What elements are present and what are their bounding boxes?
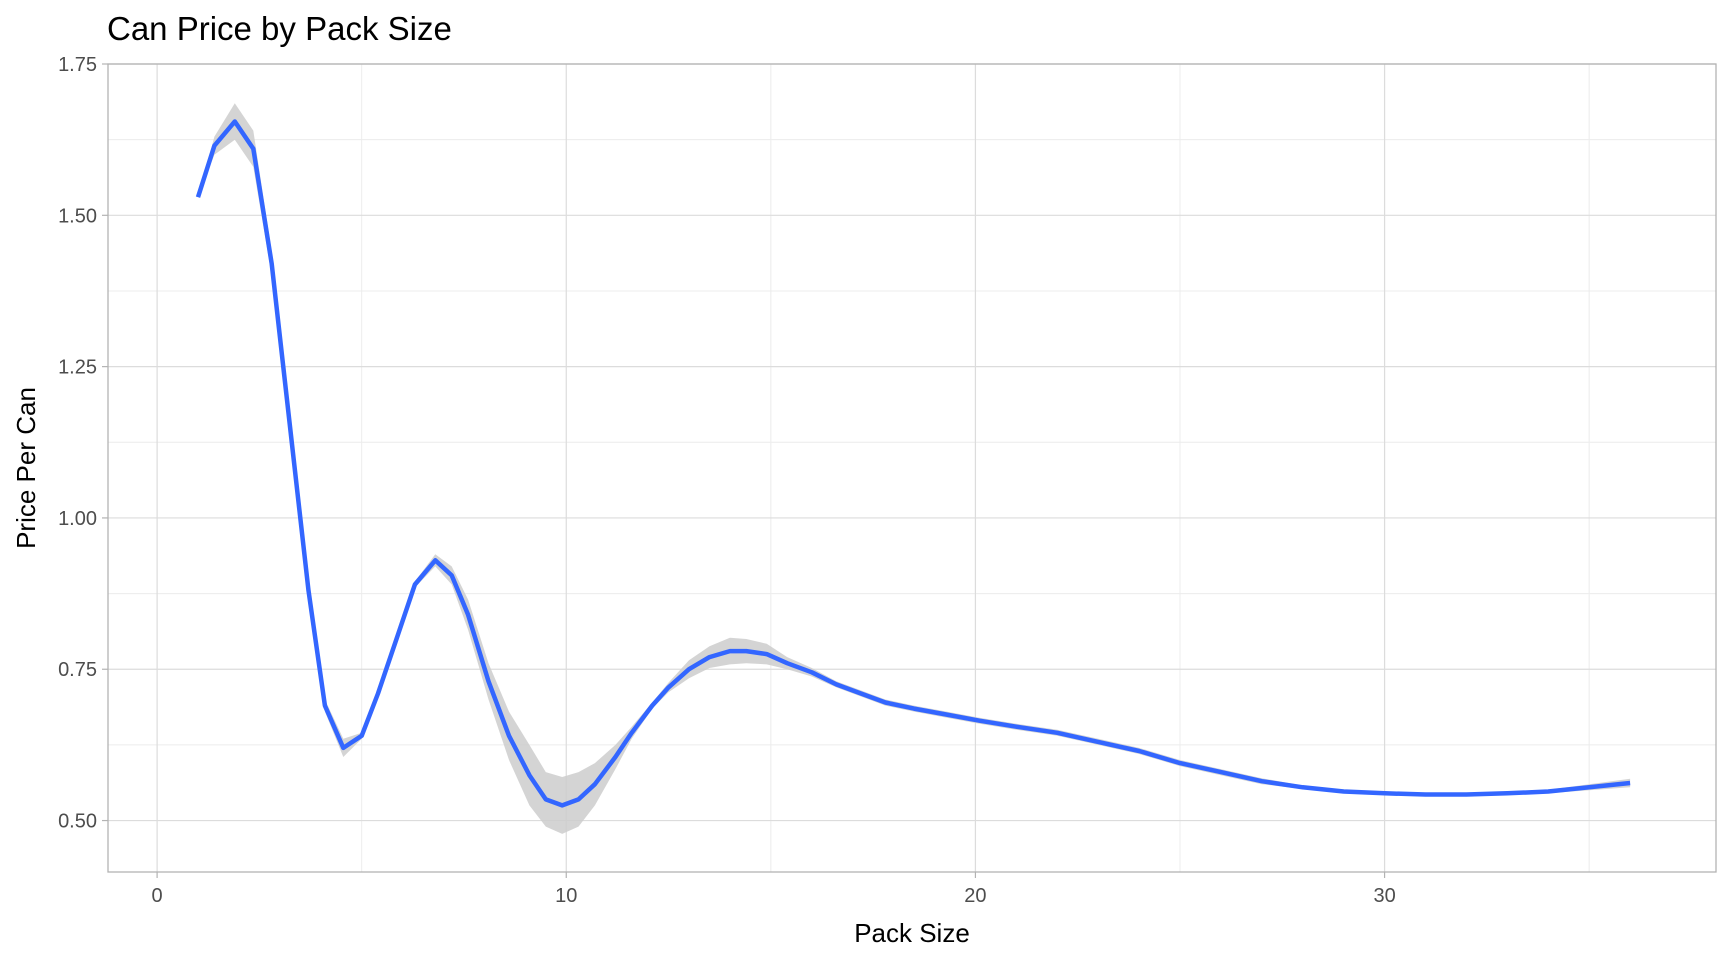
x-tick-label: 10 [555,885,577,907]
y-axis-ticks: 0.50 0.75 1.00 1.25 1.50 1.75 [58,54,108,833]
minor-gridlines [108,64,1716,872]
y-tick-label: 0.50 [58,811,97,833]
chart-title: Can Price by Pack Size [107,10,452,47]
confidence-ribbon [198,103,1631,834]
x-tick-label: 20 [964,885,986,907]
y-axis-title: Price Per Can [11,387,41,549]
y-tick-label: 1.00 [58,508,97,530]
x-tick-label: 30 [1373,885,1395,907]
confidence-ribbon-layer [198,103,1631,834]
panel-border [107,63,1717,873]
y-tick-label: 1.75 [58,54,97,76]
y-tick-label: 0.75 [58,659,97,681]
x-tick-label: 0 [152,885,163,907]
x-axis-ticks: 0 10 20 30 [152,872,1396,907]
smooth-line [195,119,1631,808]
smooth-line-layer [195,119,1631,808]
y-tick-label: 1.50 [58,205,97,227]
x-axis-title: Pack Size [854,918,970,948]
y-tick-label: 1.25 [58,357,97,379]
